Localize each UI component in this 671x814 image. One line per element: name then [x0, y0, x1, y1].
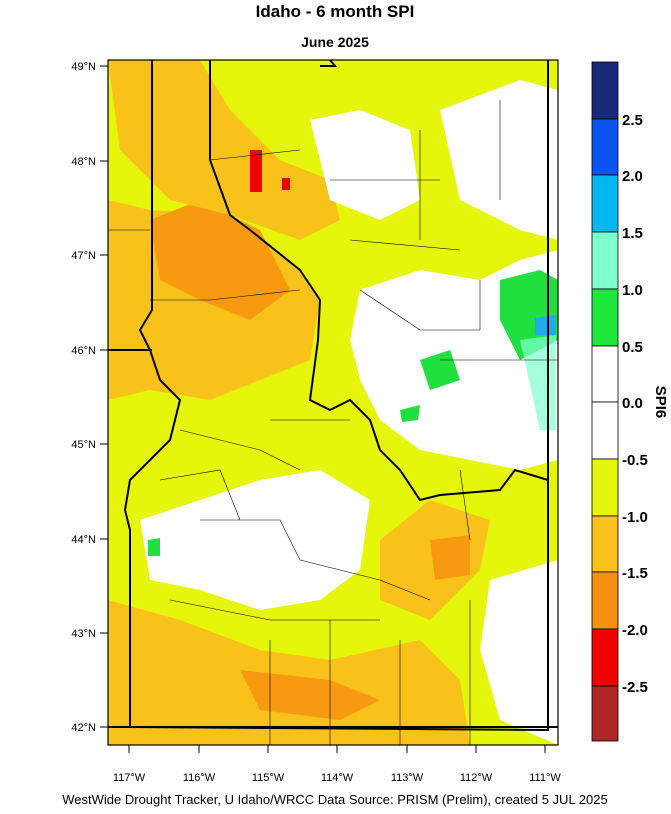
lon-label: 112°W: [460, 772, 493, 784]
lon-label: 117°W: [113, 772, 146, 784]
colorbar-title: SPI6: [652, 386, 669, 419]
lat-label: 48°N: [71, 156, 96, 168]
lat-label: 42°N: [71, 722, 96, 734]
colorbar: [591, 61, 619, 742]
colorbar-label: 2.5: [622, 112, 643, 129]
colorbar-label: 1.5: [622, 225, 643, 242]
colorbar-label: 0.0: [622, 395, 643, 412]
lat-label: 46°N: [71, 345, 96, 357]
spi-raster: [108, 60, 558, 745]
lat-label: 47°N: [71, 250, 96, 262]
colorbar-labels: 2.5 2.0 1.5 1.0 0.5 0.0 -0.5 -1.0 -1.5 -…: [622, 112, 648, 696]
latitude-labels: 49°N 48°N 47°N 46°N 45°N 44°N 43°N 42°N: [71, 61, 96, 734]
colorbar-label: 1.0: [622, 282, 643, 299]
lat-label: 45°N: [71, 439, 96, 451]
lon-label: 114°W: [321, 772, 354, 784]
footer: WestWide Drought Tracker, U Idaho/WRCC D…: [62, 792, 607, 807]
title: Idaho - 6 month SPI: [256, 2, 415, 21]
subtitle: June 2025: [301, 34, 369, 50]
map-frame: [107, 59, 559, 746]
colorbar-label: -2.5: [622, 679, 648, 696]
lon-label: 116°W: [183, 772, 216, 784]
colorbar-label: -1.0: [622, 509, 648, 526]
longitude-labels: 117°W 116°W 115°W 114°W 113°W 112°W 111°…: [113, 772, 562, 784]
lat-ticks: [100, 65, 108, 728]
lat-label: 43°N: [71, 628, 96, 640]
lat-label: 49°N: [71, 61, 96, 73]
colorbar-label: 2.0: [622, 168, 643, 185]
colorbar-label: -1.5: [622, 565, 648, 582]
colorbar-label: -0.5: [622, 452, 648, 469]
lon-label: 111°W: [529, 772, 561, 784]
colorbar-label: 0.5: [622, 339, 643, 356]
lon-label: 113°W: [391, 772, 424, 784]
colorbar-label: -2.0: [622, 622, 648, 639]
lon-label: 115°W: [252, 772, 285, 784]
lon-ticks: [128, 745, 546, 753]
lat-label: 44°N: [71, 534, 96, 546]
